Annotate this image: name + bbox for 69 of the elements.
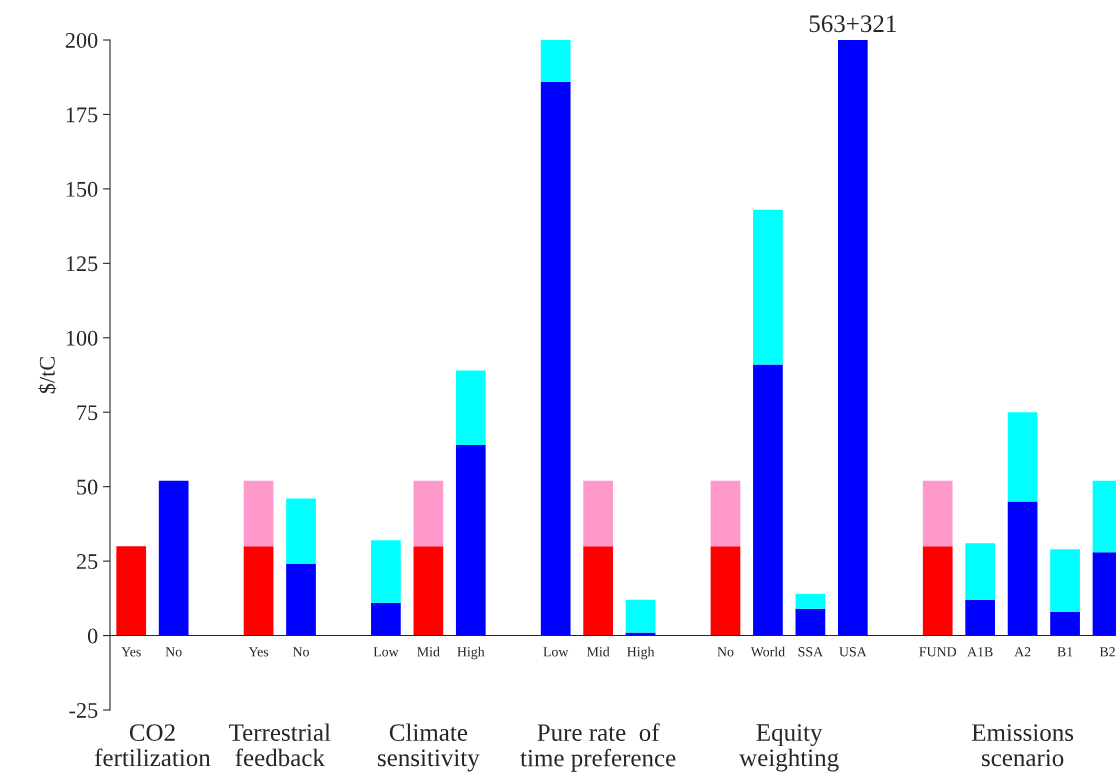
y-tick-label: 125: [66, 256, 98, 272]
bar: [455, 370, 486, 445]
bar: [413, 546, 444, 636]
x-tick-label: Mid: [417, 646, 440, 657]
x-tick-label: A2: [1014, 647, 1031, 657]
x-tick-label: No: [717, 647, 734, 657]
bar: [286, 498, 316, 565]
bar: [710, 480, 741, 547]
text: Equity weighting: [739, 724, 839, 772]
bar: [753, 364, 783, 636]
bar: [795, 608, 826, 636]
bar: [540, 40, 571, 82]
y-tick-label: 0: [87, 628, 98, 644]
x-tick-label: Yes: [248, 647, 269, 657]
x-tick-label: No: [292, 647, 309, 657]
y-tick-label: 25: [76, 554, 98, 570]
y-tick-label: 200: [65, 32, 98, 48]
bar: [1050, 611, 1080, 636]
y-tick-label: 50: [77, 479, 98, 495]
bar: [1007, 501, 1038, 636]
bar: [116, 546, 147, 636]
y-tick-label: 175: [66, 107, 98, 123]
bar: [795, 593, 826, 609]
text: CO2 fertilization: [94, 724, 211, 767]
x-tick-label: High: [457, 646, 485, 660]
x-tick-label: SSA: [798, 647, 824, 657]
text: Pure rate of time preference: [520, 723, 676, 772]
bar: [540, 81, 571, 636]
x-tick-label: Yes: [121, 647, 141, 657]
bar: [1050, 549, 1080, 612]
bar: [922, 480, 953, 547]
x-tick-label: Mid: [586, 646, 610, 657]
bar: [286, 564, 316, 636]
bar: [922, 546, 953, 636]
x-tick-label: A1B: [967, 647, 993, 657]
y-tick-label: 75: [77, 405, 98, 421]
bar: [243, 480, 274, 547]
x-tick-label: B2: [1099, 647, 1115, 657]
x-tick-label: FUND: [919, 647, 957, 657]
bar: [455, 444, 486, 636]
x-tick-label: B1: [1057, 647, 1073, 657]
bar: [158, 480, 189, 636]
y-tick-label: 150: [66, 181, 98, 197]
x-tick-label: No: [165, 647, 182, 657]
x-tick-label: World: [750, 646, 785, 657]
x-tick-label: High: [627, 646, 655, 660]
y-tick-label: -25: [69, 702, 98, 718]
y-axis-title: $/tC: [38, 357, 57, 394]
bar: [965, 543, 996, 600]
x-tick-label: Low: [543, 647, 569, 657]
bar: [710, 546, 741, 636]
bar: [371, 602, 401, 636]
bar: [837, 40, 868, 636]
bar: [965, 599, 996, 636]
bar: [413, 480, 444, 547]
bar: [583, 480, 613, 547]
text: Emissions scenario: [971, 724, 1074, 767]
bar: [1007, 412, 1038, 502]
text: Climate sensitivity: [377, 723, 480, 772]
y-tick-label: 100: [66, 330, 98, 346]
bar: [583, 546, 613, 636]
annotation: 563+321: [809, 15, 896, 33]
bar: [753, 209, 783, 365]
x-tick-label: Low: [373, 647, 399, 657]
x-tick-label: USA: [839, 647, 867, 657]
bar: [625, 599, 656, 633]
bar: [371, 540, 401, 603]
text: Terrestrial feedback: [229, 723, 331, 767]
bar: [243, 546, 274, 636]
